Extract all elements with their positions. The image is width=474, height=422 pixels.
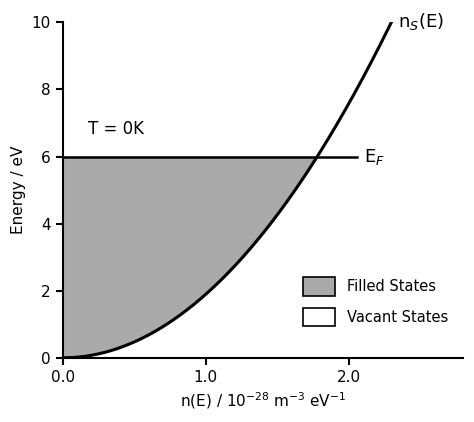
Y-axis label: Energy / eV: Energy / eV xyxy=(11,146,26,234)
X-axis label: n(E) / 10$^{-28}$ m$^{-3}$ eV$^{-1}$: n(E) / 10$^{-28}$ m$^{-3}$ eV$^{-1}$ xyxy=(180,390,346,411)
Text: T = 0K: T = 0K xyxy=(89,120,145,138)
Legend: Filled States, Vacant States: Filled States, Vacant States xyxy=(296,270,456,334)
Text: n$_S$(E): n$_S$(E) xyxy=(399,11,444,32)
Text: E$_F$: E$_F$ xyxy=(365,146,385,167)
